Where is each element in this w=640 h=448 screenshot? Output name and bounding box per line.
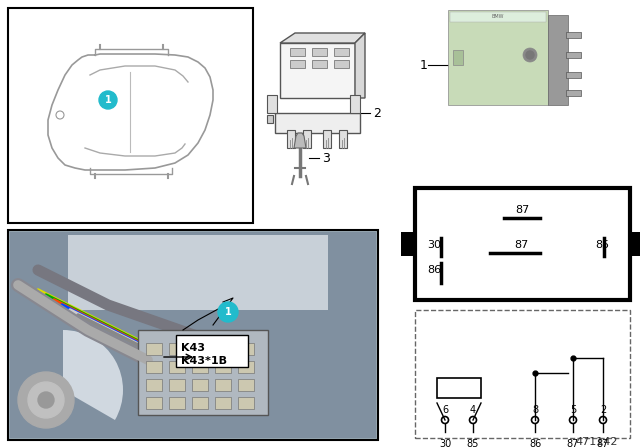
Bar: [192, 361, 208, 373]
Text: 2: 2: [600, 405, 606, 415]
Polygon shape: [280, 33, 365, 43]
Text: 86: 86: [529, 439, 541, 448]
Bar: [437, 378, 481, 398]
Text: 6: 6: [442, 405, 448, 415]
Bar: [280, 43, 355, 98]
Bar: [303, 130, 311, 148]
Bar: [287, 130, 295, 148]
Bar: [192, 397, 208, 409]
Text: 1: 1: [104, 95, 111, 105]
Circle shape: [526, 51, 534, 59]
Bar: [192, 379, 208, 391]
Bar: [192, 343, 208, 355]
Bar: [238, 343, 254, 355]
Circle shape: [18, 372, 74, 428]
Text: 86: 86: [427, 265, 441, 275]
Text: BMW: BMW: [492, 13, 504, 18]
Circle shape: [38, 392, 54, 408]
Text: 8: 8: [532, 405, 538, 415]
Bar: [350, 95, 360, 113]
Polygon shape: [355, 33, 365, 98]
Bar: [312, 48, 327, 56]
Bar: [146, 343, 162, 355]
Bar: [323, 130, 331, 148]
Text: 1: 1: [225, 307, 232, 317]
Bar: [548, 15, 568, 105]
Text: 87: 87: [514, 240, 528, 250]
Bar: [215, 379, 231, 391]
Bar: [566, 72, 581, 78]
Bar: [566, 90, 581, 96]
Bar: [628, 232, 640, 256]
Text: 87: 87: [515, 205, 529, 215]
Text: 30: 30: [427, 240, 441, 250]
Bar: [138, 330, 268, 415]
Circle shape: [218, 302, 238, 322]
Bar: [215, 397, 231, 409]
Polygon shape: [294, 133, 306, 148]
Text: 85: 85: [467, 439, 479, 448]
Text: 85: 85: [595, 240, 609, 250]
Wedge shape: [63, 330, 123, 420]
Text: 87: 87: [567, 439, 579, 448]
Bar: [8, 230, 378, 440]
Bar: [334, 60, 349, 68]
Bar: [10, 232, 376, 438]
Bar: [238, 397, 254, 409]
Circle shape: [28, 382, 64, 418]
Bar: [448, 10, 548, 105]
Bar: [176, 335, 248, 367]
Bar: [238, 361, 254, 373]
Text: 3: 3: [322, 151, 330, 164]
Bar: [267, 95, 277, 113]
Bar: [415, 310, 630, 438]
Bar: [238, 379, 254, 391]
Bar: [146, 397, 162, 409]
Bar: [401, 232, 417, 256]
Text: 2: 2: [373, 107, 381, 120]
Bar: [169, 361, 185, 373]
Bar: [334, 48, 349, 56]
Bar: [8, 8, 253, 223]
Bar: [566, 32, 581, 38]
Bar: [566, 52, 581, 58]
Bar: [312, 60, 327, 68]
Bar: [267, 115, 273, 123]
Bar: [339, 130, 347, 148]
Bar: [450, 12, 546, 22]
Text: 87: 87: [597, 439, 609, 448]
Bar: [146, 379, 162, 391]
Text: K43*1B: K43*1B: [181, 356, 227, 366]
Bar: [169, 379, 185, 391]
Bar: [453, 50, 463, 65]
Text: 5: 5: [570, 405, 576, 415]
Text: 30: 30: [439, 439, 451, 448]
Bar: [275, 113, 360, 133]
Text: 4: 4: [470, 405, 476, 415]
Circle shape: [99, 91, 117, 109]
Bar: [169, 343, 185, 355]
Bar: [290, 48, 305, 56]
Text: K43: K43: [181, 343, 205, 353]
Bar: [169, 397, 185, 409]
Bar: [215, 343, 231, 355]
Bar: [68, 235, 328, 310]
Bar: [415, 188, 630, 300]
Text: 471142: 471142: [575, 437, 618, 447]
Bar: [215, 361, 231, 373]
Bar: [290, 60, 305, 68]
Bar: [146, 361, 162, 373]
Text: 1: 1: [420, 59, 428, 72]
Circle shape: [523, 48, 537, 62]
